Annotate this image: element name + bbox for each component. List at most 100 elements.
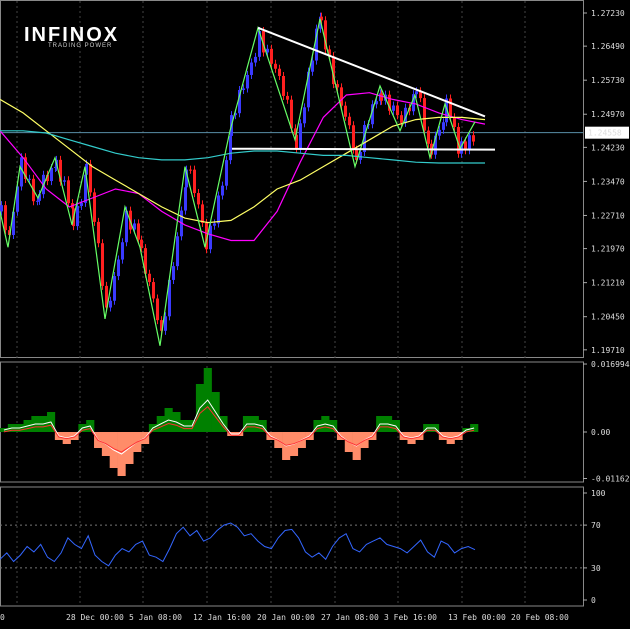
candle-body: [434, 135, 437, 155]
candle-body: [168, 279, 171, 317]
candle-body: [84, 174, 87, 203]
candle-body: [307, 71, 310, 108]
candle-body: [371, 104, 374, 125]
horizontal-support-line: [231, 147, 496, 151]
candle-body: [16, 186, 19, 212]
price-tick-label: 1.24230: [591, 143, 625, 152]
candle-body: [262, 31, 265, 53]
time-axis-label: 27 Jan 08:00: [321, 613, 379, 622]
candle-body: [472, 135, 475, 142]
candle-body: [303, 107, 306, 124]
candle-body: [24, 157, 27, 179]
candle-body: [76, 205, 79, 227]
candle-body: [336, 84, 339, 88]
candle-body: [36, 200, 39, 202]
candle-body: [380, 93, 383, 101]
rsi-tick-label: 30: [591, 564, 601, 573]
candle-body: [184, 187, 187, 211]
time-axis-label: 12 Jan 16:00: [193, 613, 251, 622]
candle-body: [396, 105, 399, 116]
candle-body: [121, 242, 124, 260]
candle-body: [375, 101, 378, 105]
candle-body: [442, 122, 445, 130]
candle-body: [449, 98, 452, 118]
candle-body: [46, 174, 49, 182]
candle-body: [400, 115, 403, 123]
candle-body: [315, 28, 318, 61]
oscillator-tick-label: -0.011625: [591, 475, 630, 484]
candle-body: [250, 62, 253, 75]
candle-body: [324, 20, 327, 50]
price-tick-label: 1.26490: [591, 42, 625, 51]
time-axis-label: 0: [0, 613, 5, 622]
oscillator-signal-line: [3, 405, 475, 453]
time-axis-label: 20 Jan 00:00: [257, 613, 315, 622]
candle-body: [274, 63, 277, 69]
oscillator-pane-frame: [0, 361, 584, 483]
moving-average-line: [0, 98, 486, 224]
candle-body: [12, 211, 15, 235]
candle-body: [388, 94, 391, 111]
candle-body: [80, 202, 83, 206]
candle-body: [278, 68, 281, 76]
candle-body: [352, 125, 355, 150]
price-tick-label: 1.21210: [591, 279, 625, 288]
time-axis-label: 28 Dec 00:00: [66, 613, 124, 622]
candle-body: [392, 105, 395, 111]
candle-body: [197, 193, 200, 205]
candle-body: [332, 56, 335, 85]
candle-body: [311, 60, 314, 72]
candle-body: [242, 88, 245, 91]
candle-body: [359, 152, 362, 160]
candle-body: [0, 205, 3, 212]
candle-body: [176, 236, 179, 267]
candle-body: [404, 107, 407, 123]
candle-body: [109, 300, 112, 308]
candle-body: [193, 169, 196, 194]
rsi-tick-label: 70: [591, 521, 601, 530]
candle-body: [59, 159, 62, 182]
candle-body: [125, 210, 128, 243]
time-axis-label: 20 Feb 08:00: [511, 613, 569, 622]
price-tick-label: 1.20450: [591, 313, 625, 322]
candle-body: [28, 178, 31, 180]
candle-body: [294, 128, 297, 135]
candle-body: [438, 129, 441, 136]
candle-body: [229, 135, 232, 161]
candle-body: [348, 116, 351, 126]
price-tick-label: 1.23470: [591, 177, 625, 186]
candle-body: [282, 75, 285, 96]
main-pane-frame: [0, 0, 584, 358]
time-axis-label: 5 Jan 08:00: [129, 613, 182, 622]
descending-resistance-line: [257, 26, 486, 118]
candle-body: [63, 180, 66, 182]
moving-average-line: [0, 92, 486, 242]
candle-body: [270, 48, 273, 64]
candle-body: [225, 160, 228, 186]
candle-body: [419, 91, 422, 99]
candle-body: [217, 195, 220, 224]
candle-body: [20, 157, 23, 187]
candle-body: [185, 169, 188, 188]
candle-body: [238, 90, 241, 114]
candle-body: [328, 49, 331, 57]
candle-body: [160, 320, 163, 331]
candle-body: [457, 126, 460, 154]
price-tick-label: 1.22710: [591, 211, 625, 220]
candle-body: [101, 243, 104, 286]
candle-body: [137, 223, 140, 240]
candle-body: [286, 95, 289, 100]
candle-body: [344, 105, 347, 117]
candle-body: [8, 230, 11, 235]
price-tick-label: 1.24970: [591, 110, 625, 119]
candle-body: [427, 130, 430, 144]
candle-body: [266, 48, 269, 53]
candle-body: [246, 74, 249, 89]
candle-body: [340, 87, 343, 106]
candle-body: [453, 117, 456, 127]
zigzag-line: [0, 18, 476, 346]
candle-body: [152, 282, 155, 299]
candle-body: [320, 16, 323, 21]
